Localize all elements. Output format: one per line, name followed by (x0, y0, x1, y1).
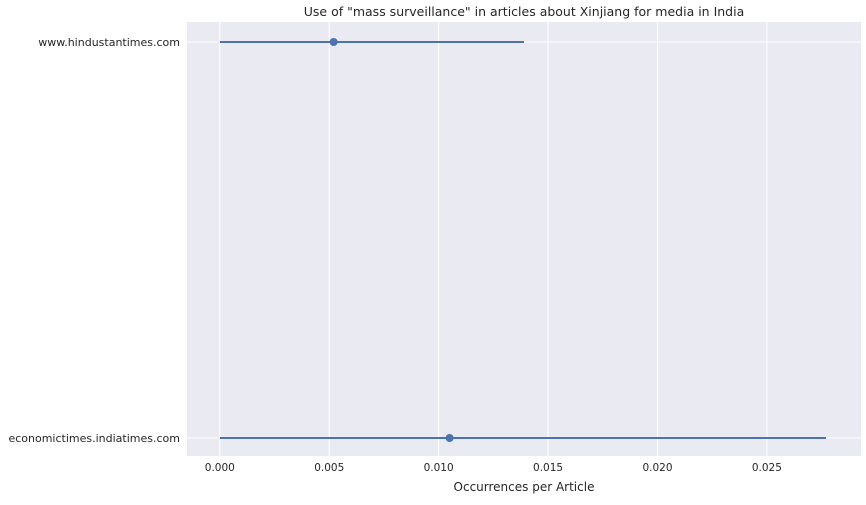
x-tick-label: 0.020 (642, 462, 672, 474)
x-tick-label: 0.015 (533, 462, 563, 474)
data-point (445, 434, 454, 442)
x-tick-label: 0.005 (314, 462, 344, 474)
x-tick-label: 0.025 (752, 462, 782, 474)
y-tick-label: www.hindustantimes.com (38, 36, 180, 49)
data-point (329, 38, 338, 46)
x-tick-label: 0.010 (424, 462, 454, 474)
y-axis-ticks: www.hindustantimes.com economictimes.indi… (8, 36, 180, 445)
data-marks (219, 38, 826, 442)
x-axis-ticks: 0.000 0.005 0.010 0.015 0.020 0.025 (205, 462, 782, 474)
plot-area (187, 22, 861, 456)
x-axis-label: Occurrences per Article (454, 480, 595, 494)
x-tick-label: 0.000 (205, 462, 235, 474)
chart-title: Use of "mass surveillance" in articles a… (304, 4, 745, 19)
y-tick-label: economictimes.indiatimes.com (8, 432, 180, 445)
